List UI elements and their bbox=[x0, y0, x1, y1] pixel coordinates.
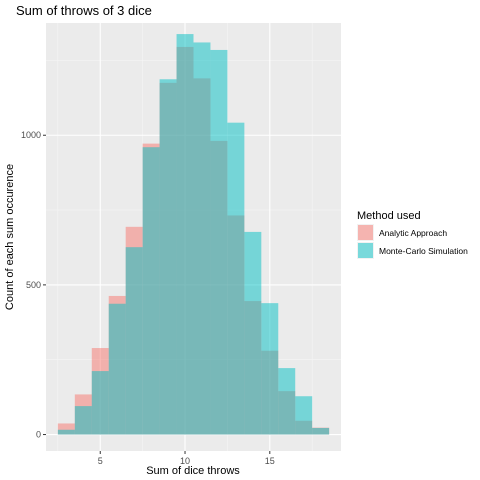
y-tick-label: 0 bbox=[36, 430, 41, 440]
legend-title: Method used bbox=[357, 210, 421, 222]
legend: Method used Analytic Approach Monte-Carlo… bbox=[357, 210, 468, 259]
y-tick-label: 500 bbox=[26, 280, 41, 290]
x-axis: 5 10 15 bbox=[98, 451, 275, 466]
legend-label: Monte-Carlo Simulation bbox=[379, 246, 468, 256]
bar-monte-carlo-14 bbox=[244, 231, 262, 435]
chart-title: Sum of throws of 3 dice bbox=[16, 3, 152, 18]
legend-label: Analytic Approach bbox=[379, 228, 447, 238]
bars-monte-carlo-simulation bbox=[57, 34, 330, 435]
bar-monte-carlo-17 bbox=[295, 396, 313, 435]
bar-monte-carlo-5 bbox=[91, 371, 109, 435]
bar-monte-carlo-6 bbox=[108, 303, 126, 435]
bar-monte-carlo-3 bbox=[57, 429, 75, 435]
bar-monte-carlo-18 bbox=[312, 427, 330, 435]
legend-key-swatch bbox=[358, 225, 373, 240]
bar-monte-carlo-15 bbox=[261, 303, 279, 435]
bar-monte-carlo-12 bbox=[210, 49, 228, 435]
bar-monte-carlo-7 bbox=[125, 247, 143, 435]
bar-monte-carlo-13 bbox=[227, 122, 245, 435]
x-tick-label: 10 bbox=[180, 456, 190, 466]
x-tick-label: 5 bbox=[98, 456, 103, 466]
x-axis-title: Sum of dice throws bbox=[146, 465, 240, 477]
bar-monte-carlo-10 bbox=[176, 34, 194, 435]
x-tick-label: 15 bbox=[265, 456, 275, 466]
y-axis: 0 500 1000 bbox=[21, 130, 46, 440]
bar-analytic-3 bbox=[57, 423, 75, 435]
bar-monte-carlo-4 bbox=[74, 406, 92, 435]
y-axis-title: Count of each sum occurence bbox=[4, 164, 16, 310]
legend-key-swatch bbox=[358, 243, 373, 258]
bar-monte-carlo-8 bbox=[142, 147, 160, 435]
bar-monte-carlo-16 bbox=[278, 368, 296, 435]
bar-monte-carlo-11 bbox=[193, 42, 211, 435]
bar-monte-carlo-9 bbox=[159, 79, 177, 435]
y-tick-label: 1000 bbox=[21, 130, 41, 140]
